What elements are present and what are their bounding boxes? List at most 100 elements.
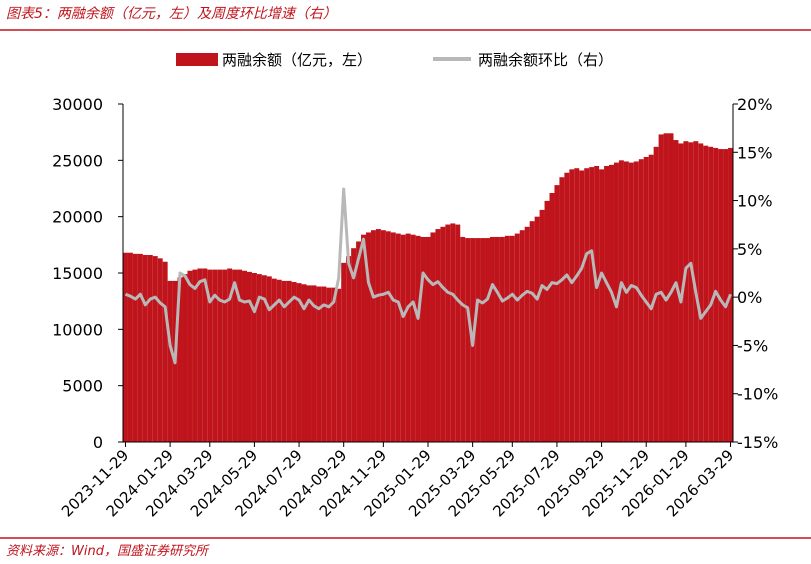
bar <box>152 256 158 442</box>
bar <box>157 258 163 442</box>
bar <box>623 161 629 442</box>
bar <box>137 253 143 442</box>
bar <box>529 221 535 442</box>
bar <box>668 133 674 442</box>
bar <box>251 273 257 442</box>
legend-label: 两融余额（亿元，左） <box>222 51 372 69</box>
bar <box>346 256 352 442</box>
legend-label: 两融余额环比（右） <box>478 51 613 69</box>
bar <box>574 168 580 442</box>
bar <box>633 161 639 442</box>
y2-tick-label: 0% <box>737 288 762 307</box>
bar <box>440 226 446 442</box>
bar <box>291 282 297 442</box>
bar <box>519 230 525 442</box>
y-tick-label: 20000 <box>52 208 103 227</box>
bar <box>286 280 292 442</box>
bar <box>559 177 565 442</box>
bar <box>549 193 555 442</box>
bar <box>341 262 347 442</box>
legend-swatch <box>176 53 218 66</box>
bar <box>445 224 451 442</box>
bar <box>237 269 243 442</box>
bar <box>450 223 456 442</box>
bar <box>127 252 133 442</box>
y2-tick-label: 20% <box>737 95 773 114</box>
bar <box>703 145 709 443</box>
bar <box>370 230 376 442</box>
bar <box>167 280 173 442</box>
bar <box>147 254 153 442</box>
bar <box>718 149 724 443</box>
bar <box>400 234 406 442</box>
bar <box>366 232 371 442</box>
bar <box>395 233 401 442</box>
y2-tick-label: 15% <box>737 143 773 162</box>
bar <box>207 269 213 442</box>
bar <box>242 270 247 442</box>
y-tick-label: 10000 <box>52 320 103 339</box>
bar <box>162 261 168 442</box>
bar <box>142 254 148 442</box>
bar <box>420 236 426 442</box>
bar <box>723 149 729 443</box>
bar <box>663 133 669 442</box>
y-tick-label: 15000 <box>52 264 103 283</box>
bar <box>604 165 610 442</box>
bar <box>375 229 381 442</box>
bar <box>609 164 614 442</box>
y-tick-label: 25000 <box>52 151 103 170</box>
bar <box>390 232 396 442</box>
bar <box>430 232 436 442</box>
bar <box>192 269 198 442</box>
bar <box>177 277 183 442</box>
bar <box>658 134 664 443</box>
y-tick-label: 30000 <box>52 95 103 114</box>
bar <box>311 285 317 442</box>
bar <box>246 271 252 442</box>
bar <box>683 141 689 442</box>
bar <box>594 165 600 442</box>
bar <box>534 216 540 442</box>
bar <box>202 268 208 442</box>
y-tick-label: 5000 <box>62 377 103 396</box>
bar <box>539 209 545 442</box>
bar <box>266 276 272 442</box>
chart-title: 图表5：两融余额（亿元，左）及周度环比增速（右） <box>6 6 337 22</box>
bar <box>271 278 277 442</box>
bar <box>425 236 431 442</box>
y2-tick-label: 5% <box>737 240 762 259</box>
bar <box>524 226 530 442</box>
bar <box>296 283 302 442</box>
bar <box>123 252 128 442</box>
y2-tick-label: -10% <box>737 385 778 404</box>
bar <box>222 269 228 442</box>
bar <box>212 269 218 442</box>
bar <box>708 146 714 442</box>
bar <box>306 285 312 442</box>
bar <box>485 238 490 442</box>
bar <box>480 238 486 442</box>
bar <box>579 170 585 442</box>
bar <box>554 185 560 442</box>
bar <box>361 234 367 442</box>
bar <box>132 253 138 442</box>
bar <box>385 231 391 442</box>
bar <box>331 287 337 442</box>
bar <box>599 169 605 442</box>
bar <box>465 238 471 442</box>
bar <box>321 286 327 442</box>
bar <box>316 286 322 442</box>
bar <box>227 268 233 442</box>
bar <box>336 288 342 442</box>
bar <box>261 275 267 442</box>
bar <box>569 169 575 442</box>
source: 资料来源：Wind，国盛证券研究所 <box>6 543 210 559</box>
bar <box>564 172 570 442</box>
y2-tick-label: 10% <box>737 192 773 211</box>
bar <box>460 236 466 442</box>
bar <box>301 284 307 442</box>
bar <box>182 274 188 442</box>
